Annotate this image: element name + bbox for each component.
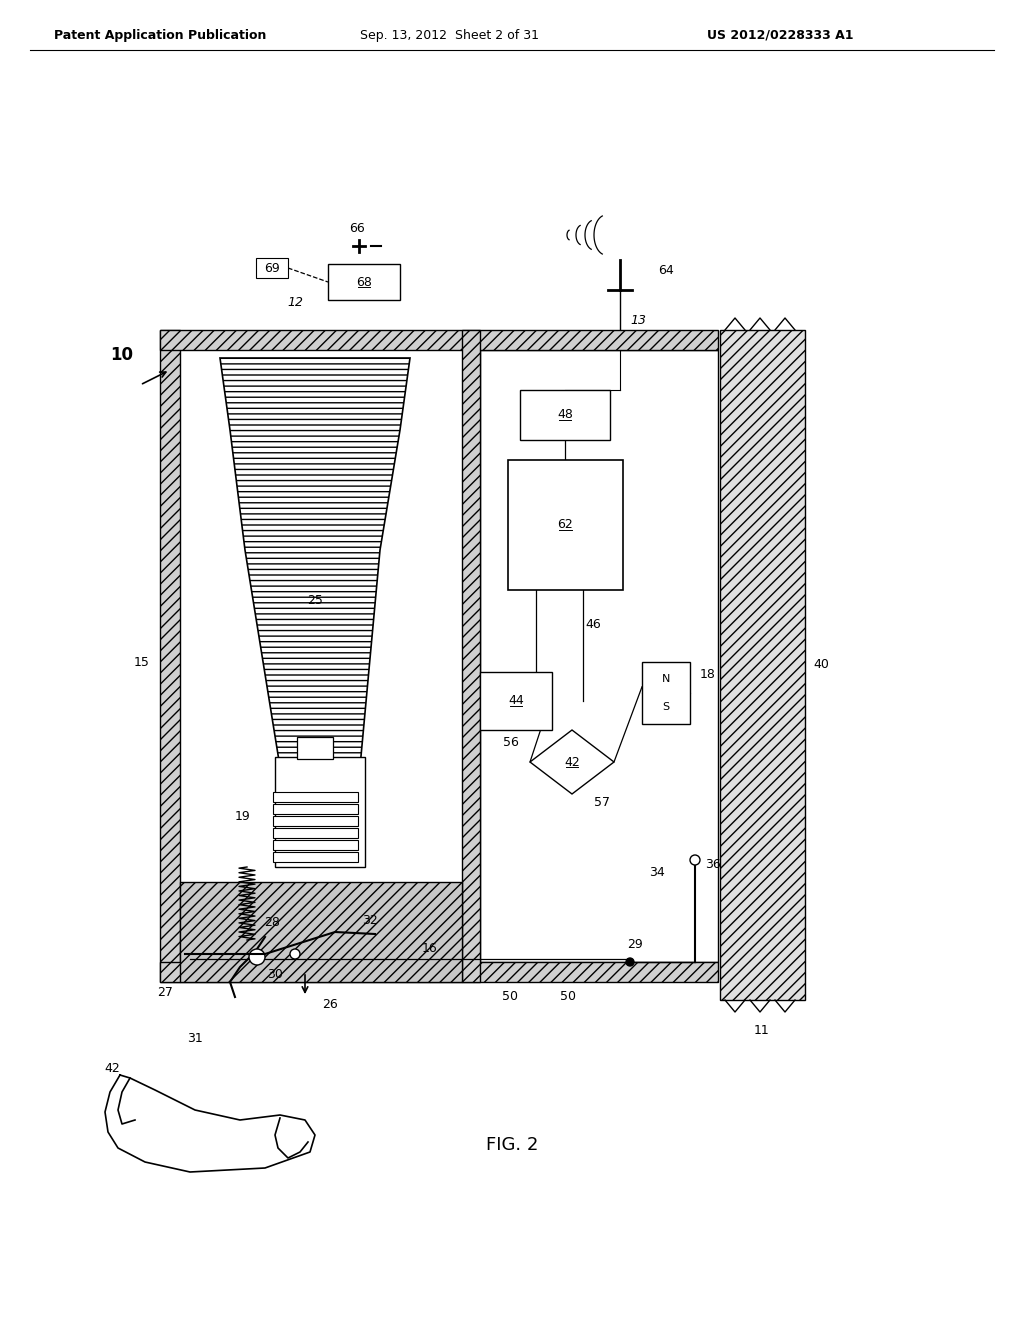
Polygon shape xyxy=(530,730,614,795)
Bar xyxy=(297,737,333,759)
Bar xyxy=(720,330,805,1001)
Text: 26: 26 xyxy=(323,998,338,1011)
Bar xyxy=(273,816,358,826)
Text: Sep. 13, 2012  Sheet 2 of 31: Sep. 13, 2012 Sheet 2 of 31 xyxy=(360,29,540,41)
Text: US 2012/0228333 A1: US 2012/0228333 A1 xyxy=(707,29,853,41)
Text: Patent Application Publication: Patent Application Publication xyxy=(54,29,266,41)
Text: 28: 28 xyxy=(264,916,280,928)
Bar xyxy=(273,792,358,803)
Text: 12: 12 xyxy=(287,296,303,309)
Text: 66: 66 xyxy=(349,222,365,235)
Text: 34: 34 xyxy=(649,866,665,879)
Bar xyxy=(642,663,690,723)
Text: 25: 25 xyxy=(307,594,323,606)
Text: 46: 46 xyxy=(585,619,601,631)
Bar xyxy=(480,350,718,962)
Bar xyxy=(273,851,358,862)
Text: 69: 69 xyxy=(264,261,280,275)
Text: FIG. 2: FIG. 2 xyxy=(485,1137,539,1154)
Text: 62: 62 xyxy=(558,519,573,532)
Text: 48: 48 xyxy=(557,408,573,421)
Bar xyxy=(520,389,610,440)
Text: 42: 42 xyxy=(564,755,580,768)
Text: 29: 29 xyxy=(627,937,643,950)
Bar xyxy=(273,840,358,850)
Bar xyxy=(508,459,623,590)
Text: 50: 50 xyxy=(502,990,518,1002)
Text: 27: 27 xyxy=(157,986,173,998)
Text: 40: 40 xyxy=(813,659,829,672)
Bar xyxy=(256,257,288,279)
Polygon shape xyxy=(220,358,410,767)
Text: 68: 68 xyxy=(356,276,372,289)
Circle shape xyxy=(626,958,634,966)
Text: 11: 11 xyxy=(754,1023,770,1036)
Text: S: S xyxy=(663,702,670,711)
Text: 10: 10 xyxy=(111,346,133,364)
Text: N: N xyxy=(662,675,670,684)
Text: 13: 13 xyxy=(630,314,646,326)
Text: 64: 64 xyxy=(658,264,674,276)
Circle shape xyxy=(690,855,700,865)
Bar xyxy=(180,882,462,982)
Bar xyxy=(480,672,552,730)
Bar xyxy=(462,330,480,982)
Text: 57: 57 xyxy=(594,796,610,808)
Bar xyxy=(273,804,358,814)
Text: 36: 36 xyxy=(706,858,721,871)
Bar xyxy=(160,962,718,982)
Text: 56: 56 xyxy=(503,735,519,748)
Bar xyxy=(275,756,365,867)
Text: 32: 32 xyxy=(362,913,378,927)
Text: 16: 16 xyxy=(422,941,438,954)
Text: 31: 31 xyxy=(187,1031,203,1044)
Circle shape xyxy=(290,949,300,960)
Bar xyxy=(160,330,718,350)
Bar xyxy=(160,330,180,982)
Bar xyxy=(273,828,358,838)
Text: 50: 50 xyxy=(560,990,575,1002)
Text: 19: 19 xyxy=(236,810,251,824)
Text: 30: 30 xyxy=(267,968,283,981)
Text: 44: 44 xyxy=(508,694,524,708)
Circle shape xyxy=(249,949,265,965)
Text: 42: 42 xyxy=(104,1061,120,1074)
Text: 15: 15 xyxy=(134,656,150,668)
Bar xyxy=(328,264,400,300)
Text: 18: 18 xyxy=(700,668,716,681)
